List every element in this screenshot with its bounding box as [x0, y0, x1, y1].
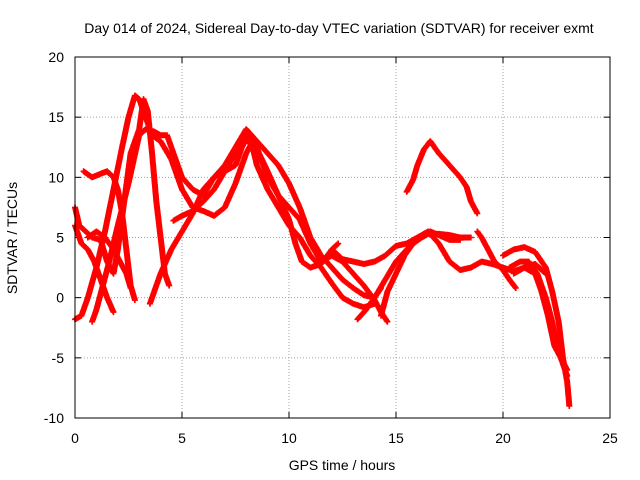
- series-markers: [84, 228, 134, 291]
- x-axis-label: GPS time / hours: [289, 457, 396, 473]
- series-track-16: [510, 264, 571, 373]
- tick-labels: 0 5 10 15 20 25 -10 -5 0 5 10 15 20: [44, 49, 618, 446]
- y-axis-label: SDTVAR / TECUs: [4, 182, 20, 294]
- plot-frame: [74, 56, 611, 419]
- grid-lines: [75, 57, 610, 418]
- y-tick-label: 5: [56, 230, 64, 246]
- series-markers: [474, 228, 519, 291]
- series-track-8: [170, 132, 391, 325]
- series-markers: [510, 264, 571, 373]
- chart-title: Day 014 of 2024, Sidereal Day-to-day VTE…: [84, 20, 593, 36]
- y-tick-label: 15: [48, 109, 64, 125]
- x-tick-label: 20: [495, 430, 511, 446]
- series-track-6: [84, 228, 134, 291]
- y-tick-label: -10: [44, 410, 64, 426]
- x-tick-label: 15: [388, 430, 404, 446]
- x-tick-label: 5: [178, 430, 186, 446]
- y-tick-label: -5: [52, 350, 65, 366]
- series-track-12: [403, 138, 481, 217]
- y-tick-label: 20: [48, 49, 64, 65]
- x-tick-label: 0: [71, 430, 79, 446]
- y-tick-label: 10: [48, 169, 64, 185]
- series-track-13: [474, 228, 519, 291]
- y-tick-label: 0: [56, 290, 64, 306]
- x-tick-label: 10: [281, 430, 297, 446]
- data-points: [72, 92, 573, 409]
- series-markers: [170, 132, 391, 325]
- x-tick-label: 25: [602, 430, 618, 446]
- series-markers: [403, 138, 481, 217]
